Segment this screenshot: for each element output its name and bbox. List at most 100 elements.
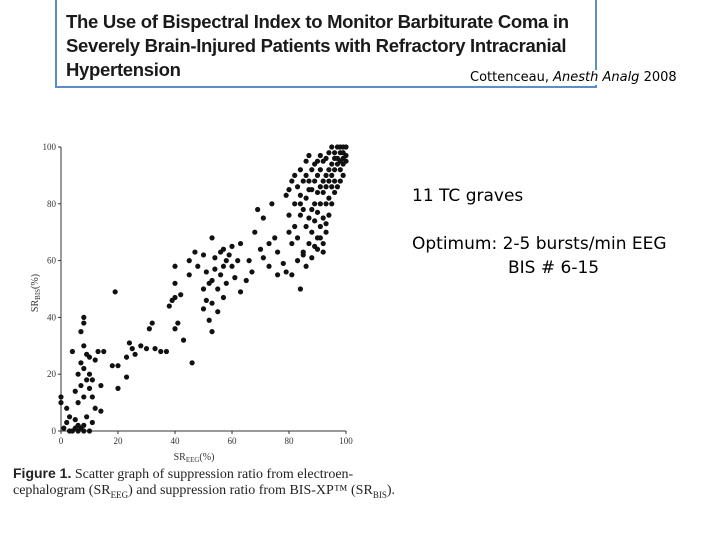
data-point (58, 400, 64, 406)
chart-points (58, 144, 349, 434)
data-point (115, 363, 121, 369)
data-point (123, 374, 130, 380)
title-box (55, 0, 597, 88)
x-tick-label: 60 (228, 436, 238, 446)
data-point (257, 246, 264, 252)
note-optimum-label: Optimum: (412, 234, 498, 254)
data-point (283, 269, 289, 275)
data-point (320, 249, 326, 255)
data-point (303, 158, 309, 164)
data-point (332, 167, 338, 173)
data-point (286, 187, 292, 193)
data-point (297, 192, 303, 198)
data-point (215, 286, 221, 292)
data-point (275, 272, 281, 278)
data-point (312, 201, 318, 207)
data-point (75, 371, 81, 377)
data-point (237, 240, 244, 247)
data-point (300, 252, 306, 258)
data-point (200, 306, 207, 312)
data-point (81, 422, 87, 428)
data-point (78, 329, 84, 335)
data-point (200, 286, 207, 292)
chart-axes (60, 147, 346, 432)
article-title: The Use of Bispectral Index to Monitor B… (66, 11, 569, 80)
data-point (306, 240, 312, 247)
data-point (326, 178, 332, 184)
data-point (175, 320, 181, 326)
data-point (86, 371, 93, 377)
data-point (317, 201, 323, 207)
data-point (229, 243, 235, 249)
data-point (172, 280, 178, 286)
data-point (297, 212, 303, 218)
data-point (332, 178, 338, 184)
data-point (95, 348, 101, 355)
note-optimum-bis: BIS # 6-15 (508, 258, 600, 278)
data-point (101, 348, 107, 355)
data-point (92, 357, 98, 363)
data-point (332, 150, 338, 156)
data-point (129, 346, 135, 352)
data-point (303, 172, 309, 178)
data-point (332, 189, 338, 196)
data-point (317, 184, 323, 190)
data-point (180, 337, 187, 343)
data-point (92, 405, 98, 411)
data-point (78, 360, 84, 366)
data-point (326, 150, 332, 156)
data-point (126, 340, 132, 346)
data-point (81, 320, 87, 326)
data-point (220, 246, 227, 252)
data-point (309, 187, 315, 193)
data-point (81, 428, 87, 434)
data-point (112, 289, 118, 295)
data-point (306, 152, 312, 159)
data-point (172, 294, 178, 301)
data-point (138, 343, 144, 349)
data-point (61, 425, 67, 431)
data-point (232, 275, 238, 281)
y-tick-label: 80 (47, 199, 57, 209)
data-point (89, 419, 95, 426)
data-point (243, 277, 249, 284)
data-point (172, 326, 178, 332)
data-point (223, 280, 229, 286)
data-point (98, 408, 104, 414)
data-point (260, 255, 266, 261)
data-point (64, 419, 70, 426)
data-point (323, 172, 329, 178)
note-optimum: Optimum: 2-5 bursts/min EEG (412, 234, 667, 254)
data-point (209, 277, 215, 284)
data-point (289, 240, 295, 247)
data-point (81, 365, 87, 372)
data-point (294, 235, 301, 241)
data-point (178, 292, 184, 298)
data-point (329, 172, 335, 178)
data-point (343, 158, 349, 164)
data-point (86, 385, 93, 391)
data-point (320, 240, 326, 247)
data-point (123, 354, 130, 360)
data-point (292, 201, 298, 207)
chart-ticks: 0 20 40 60 80 100 0 20 40 60 80 100 (43, 142, 354, 446)
data-point (81, 343, 87, 349)
data-point (320, 215, 326, 221)
data-point (229, 263, 235, 269)
x-axis-label: SREEG(%) (174, 452, 215, 464)
data-point (340, 172, 346, 178)
data-point (203, 269, 209, 275)
data-point (212, 255, 218, 261)
data-point (343, 144, 349, 150)
data-point (209, 300, 215, 306)
y-tick-label: 0 (52, 426, 57, 436)
data-point (109, 363, 115, 369)
data-point (329, 184, 335, 190)
data-point (329, 161, 335, 167)
data-point (249, 269, 255, 275)
data-point (64, 405, 70, 411)
data-point (320, 189, 326, 196)
data-point (212, 266, 218, 272)
data-point (203, 297, 209, 303)
data-point (115, 385, 121, 391)
